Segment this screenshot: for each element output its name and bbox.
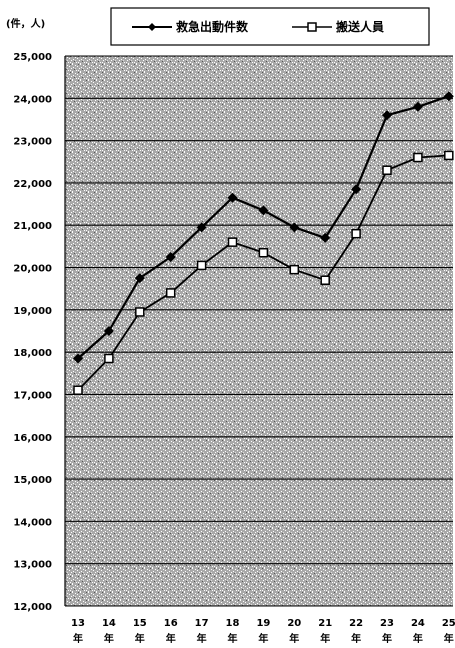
x-tick-number: 24: [411, 618, 425, 629]
data-point-square: [165, 288, 176, 298]
x-tick-label: 24 年: [411, 618, 425, 645]
data-point-diamond: [165, 251, 176, 262]
x-tick-label: 14 年: [102, 618, 116, 645]
y-tick-label: 12,000: [13, 602, 52, 613]
x-tick-number: 22: [349, 618, 363, 629]
y-tick-label: 19,000: [13, 306, 52, 317]
legend-item-0: 救急出動件数: [132, 19, 249, 34]
x-tick-label: 20 年: [287, 618, 301, 645]
legend-label-1: 搬送人員: [336, 19, 384, 34]
y-axis-ticks: 12,000 13,000 14,000 15,000 16,000 17,000 18,0…: [13, 52, 52, 613]
data-point-diamond: [134, 273, 145, 284]
x-tick-number: 16: [164, 618, 178, 629]
x-tick-label: 23 年: [380, 618, 394, 645]
legend-label-0: 救急出動件数: [176, 19, 249, 34]
x-tick-number: 14: [102, 618, 116, 629]
data-point-square: [351, 228, 361, 239]
x-tick-label: 25 年: [442, 618, 455, 645]
data-point-diamond: [258, 205, 269, 216]
x-tick-suffix: 年: [104, 632, 114, 645]
x-tick-suffix: 年: [228, 632, 238, 645]
x-tick-label: 17 年: [195, 618, 209, 645]
x-tick-number: 17: [195, 618, 209, 629]
data-point-diamond: [196, 222, 207, 233]
data-point-diamond: [320, 232, 331, 243]
y-tick-label: 21,000: [13, 221, 52, 232]
x-tick-number: 13: [71, 618, 85, 629]
data-point-square: [289, 264, 300, 275]
x-tick-suffix: 年: [73, 632, 83, 645]
legend-marker-diamond-icon: [148, 23, 156, 31]
x-tick-number: 18: [226, 618, 240, 629]
unit-label: (件，人): [6, 17, 45, 30]
x-axis-ticks: 13 年 14 年 15 年 16 年 17 年 18 年 19 年 20 年 21 年 22 年 23 年 24 年 25 年: [71, 618, 455, 645]
data-point-square: [320, 275, 330, 285]
gridlines: [65, 55, 453, 607]
x-tick-number: 25: [442, 618, 455, 629]
data-point-square: [135, 307, 145, 317]
x-tick-suffix: 年: [258, 632, 268, 645]
x-tick-suffix: 年: [413, 632, 423, 645]
data-point-diamond: [443, 91, 454, 102]
data-point-diamond: [289, 222, 300, 233]
x-tick-suffix: 年: [444, 632, 454, 645]
x-tick-label: 15 年: [133, 618, 147, 645]
data-point-diamond: [227, 192, 238, 203]
x-tick-label: 18 年: [226, 618, 240, 645]
x-tick-label: 16 年: [164, 618, 178, 645]
data-point-square: [413, 152, 423, 163]
data-point-diamond: [382, 110, 392, 121]
x-tick-label: 19 年: [256, 618, 270, 645]
x-tick-number: 19: [256, 618, 270, 629]
y-tick-label: 22,000: [13, 179, 52, 190]
y-tick-label: 23,000: [13, 137, 52, 148]
data-point-square: [382, 165, 392, 175]
x-tick-suffix: 年: [320, 632, 330, 645]
y-tick-label: 25,000: [13, 52, 52, 63]
x-tick-label: 13 年: [71, 618, 85, 645]
legend: 救急出動件数 搬送人員: [110, 7, 430, 46]
legend-item-1: 搬送人員: [292, 19, 384, 34]
y-tick-label: 16,000: [13, 433, 52, 444]
x-tick-label: 21 年: [318, 618, 332, 645]
y-tick-label: 17,000: [13, 390, 52, 401]
x-tick-number: 21: [318, 618, 332, 629]
x-tick-suffix: 年: [197, 632, 207, 645]
data-point-diamond: [73, 353, 83, 364]
data-point-square: [258, 247, 269, 258]
y-tick-label: 24,000: [13, 94, 52, 105]
x-tick-number: 23: [380, 618, 394, 629]
x-tick-number: 15: [133, 618, 147, 629]
data-point-diamond: [103, 326, 114, 336]
data-point-square: [227, 237, 238, 247]
x-tick-label: 22 年: [349, 618, 363, 645]
series-markers: [73, 91, 454, 395]
data-point-square: [73, 385, 83, 395]
y-tick-label: 20,000: [13, 264, 52, 275]
x-tick-suffix: 年: [382, 632, 392, 645]
y-tick-label: 15,000: [13, 475, 52, 486]
x-tick-suffix: 年: [135, 632, 145, 645]
plot-area: [65, 56, 453, 606]
y-tick-label: 13,000: [13, 560, 52, 571]
data-point-square: [104, 353, 114, 364]
data-point-diamond: [351, 184, 362, 195]
x-tick-suffix: 年: [351, 632, 361, 645]
data-point-diamond: [412, 101, 423, 112]
x-tick-suffix: 年: [166, 632, 176, 645]
data-point-square: [444, 150, 454, 161]
y-tick-label: 18,000: [13, 348, 52, 359]
y-tick-label: 14,000: [13, 517, 52, 528]
legend-marker-square-icon: [307, 22, 317, 32]
data-point-square: [196, 260, 207, 271]
x-tick-suffix: 年: [289, 632, 299, 645]
x-tick-number: 20: [287, 618, 301, 629]
